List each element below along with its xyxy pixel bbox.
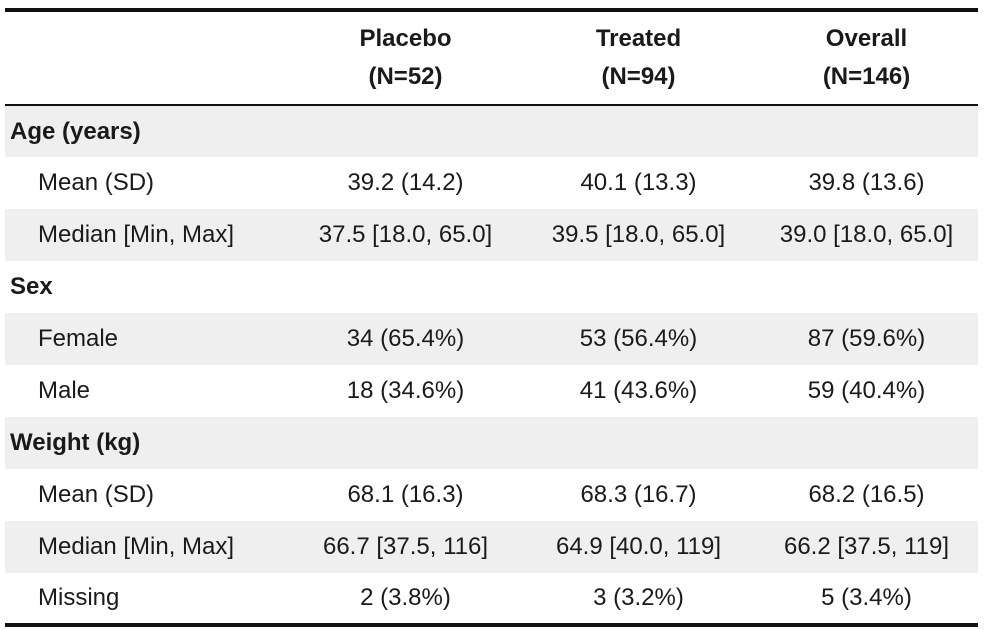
table-row: Median [Min, Max] 66.7 [37.5, 116] 64.9 … [5, 521, 978, 573]
table-row: Median [Min, Max] 37.5 [18.0, 65.0] 39.5… [5, 209, 978, 261]
cell-overall: 39.8 (13.6) [808, 169, 925, 196]
table-header: Placebo (N=52) Treated (N=94) Overall (N… [5, 8, 978, 106]
header-placebo: Placebo (N=52) [289, 8, 522, 106]
cell-placebo: 68.1 (16.3) [347, 481, 464, 508]
cell-placebo: 34 (65.4%) [289, 313, 522, 365]
section-row-sex: Sex [5, 261, 978, 313]
header-treated-name: Treated [595, 25, 682, 52]
cell-overall: 87 (59.6%) [755, 313, 978, 365]
header-overall-n: (N=146) [822, 63, 911, 90]
summary-table-container: Placebo (N=52) Treated (N=94) Overall (N… [5, 8, 978, 627]
table-row: Male 18 (34.6%) 41 (43.6%) 59 (40.4%) [5, 365, 978, 417]
header-row: Placebo (N=52) Treated (N=94) Overall (N… [5, 8, 978, 106]
cell-overall: 39.0 [18.0, 65.0] [755, 209, 978, 261]
cell-placebo: 66.7 [37.5, 116] [289, 521, 522, 573]
cell-overall: 5 (3.4%) [755, 573, 978, 627]
cell-placebo: 37.5 [18.0, 65.0] [289, 209, 522, 261]
header-placebo-name: Placebo [359, 25, 452, 52]
cell-overall: 68.2 (16.5) [808, 481, 925, 508]
summary-table: Placebo (N=52) Treated (N=94) Overall (N… [5, 8, 978, 627]
cell-treated: 53 (56.4%) [522, 313, 755, 365]
header-placebo-n: (N=52) [368, 63, 443, 90]
table-row: Missing 2 (3.8%) 3 (3.2%) 5 (3.4%) [5, 573, 978, 627]
cell-overall: 66.2 [37.5, 119] [755, 521, 978, 573]
section-row-weight: Weight (kg) [5, 417, 978, 469]
row-label: Mean (SD) [38, 169, 155, 196]
section-title-weight: Weight (kg) [5, 417, 978, 469]
row-label: Male [38, 377, 91, 404]
cell-treated: 40.1 (13.3) [580, 169, 697, 196]
row-label: Missing [5, 573, 289, 627]
cell-overall: 59 (40.4%) [807, 377, 926, 404]
cell-placebo: 39.2 (14.2) [347, 169, 464, 196]
header-empty-cell [5, 8, 289, 106]
row-label: Median [Min, Max] [5, 521, 289, 573]
header-overall: Overall (N=146) [755, 8, 978, 106]
cell-treated: 3 (3.2%) [522, 573, 755, 627]
cell-treated: 39.5 [18.0, 65.0] [522, 209, 755, 261]
cell-treated: 64.9 [40.0, 119] [522, 521, 755, 573]
cell-placebo: 18 (34.6%) [346, 377, 465, 404]
table-row: Mean (SD) 39.2 (14.2) 40.1 (13.3) 39.8 (… [5, 157, 978, 209]
section-title-sex: Sex [10, 273, 53, 300]
section-row-age: Age (years) [5, 105, 978, 157]
header-overall-name: Overall [825, 25, 908, 52]
table-body: Age (years) Mean (SD) 39.2 (14.2) 40.1 (… [5, 105, 978, 627]
header-treated-n: (N=94) [601, 63, 676, 90]
cell-treated: 41 (43.6%) [579, 377, 698, 404]
section-title-age: Age (years) [5, 105, 978, 157]
cell-placebo: 2 (3.8%) [289, 573, 522, 627]
row-label: Mean (SD) [38, 481, 155, 508]
row-label: Median [Min, Max] [5, 209, 289, 261]
row-label: Female [5, 313, 289, 365]
table-row: Mean (SD) 68.1 (16.3) 68.3 (16.7) 68.2 (… [5, 469, 978, 521]
table-row: Female 34 (65.4%) 53 (56.4%) 87 (59.6%) [5, 313, 978, 365]
cell-treated: 68.3 (16.7) [580, 481, 697, 508]
header-treated: Treated (N=94) [522, 8, 755, 106]
